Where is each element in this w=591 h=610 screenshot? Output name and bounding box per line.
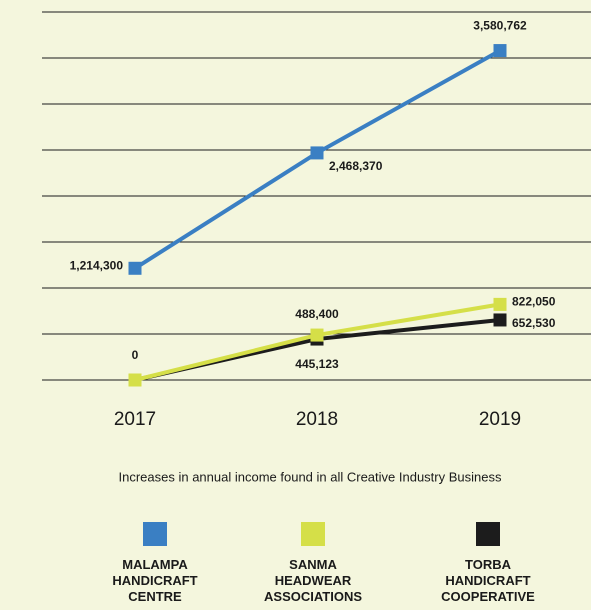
series-line (133, 48, 501, 270)
x-tick-label: 2018 (296, 409, 338, 430)
point (493, 297, 507, 311)
data-label: 2,468,370 (329, 159, 383, 173)
x-tick-label: 2019 (479, 409, 521, 430)
point (493, 313, 507, 327)
legend-swatch (301, 522, 325, 546)
point (128, 261, 142, 275)
data-label: 3,580,762 (473, 19, 527, 33)
legend-label: TORBA HANDICRAFT COOPERATIVE (441, 557, 535, 604)
data-label: 652,530 (512, 316, 556, 330)
data-label: 822,050 (512, 295, 556, 309)
data-label: 488,400 (295, 307, 339, 321)
x-tick-label: 2017 (114, 409, 156, 430)
point (310, 328, 324, 342)
point (493, 44, 507, 58)
legend-label: MALAMPA HANDICRAFT CENTRE (112, 557, 198, 604)
data-label: 445,123 (295, 357, 339, 371)
data-label: 1,214,300 (70, 258, 124, 272)
legend-swatch (476, 522, 500, 546)
legend-swatch (143, 522, 167, 546)
point (310, 146, 324, 160)
chart-subtitle: Increases in annual income found in all … (119, 469, 502, 484)
legend-label: SANMA HEADWEAR ASSOCIATIONS (264, 557, 363, 604)
point (128, 373, 142, 387)
data-label: 0 (132, 348, 139, 362)
